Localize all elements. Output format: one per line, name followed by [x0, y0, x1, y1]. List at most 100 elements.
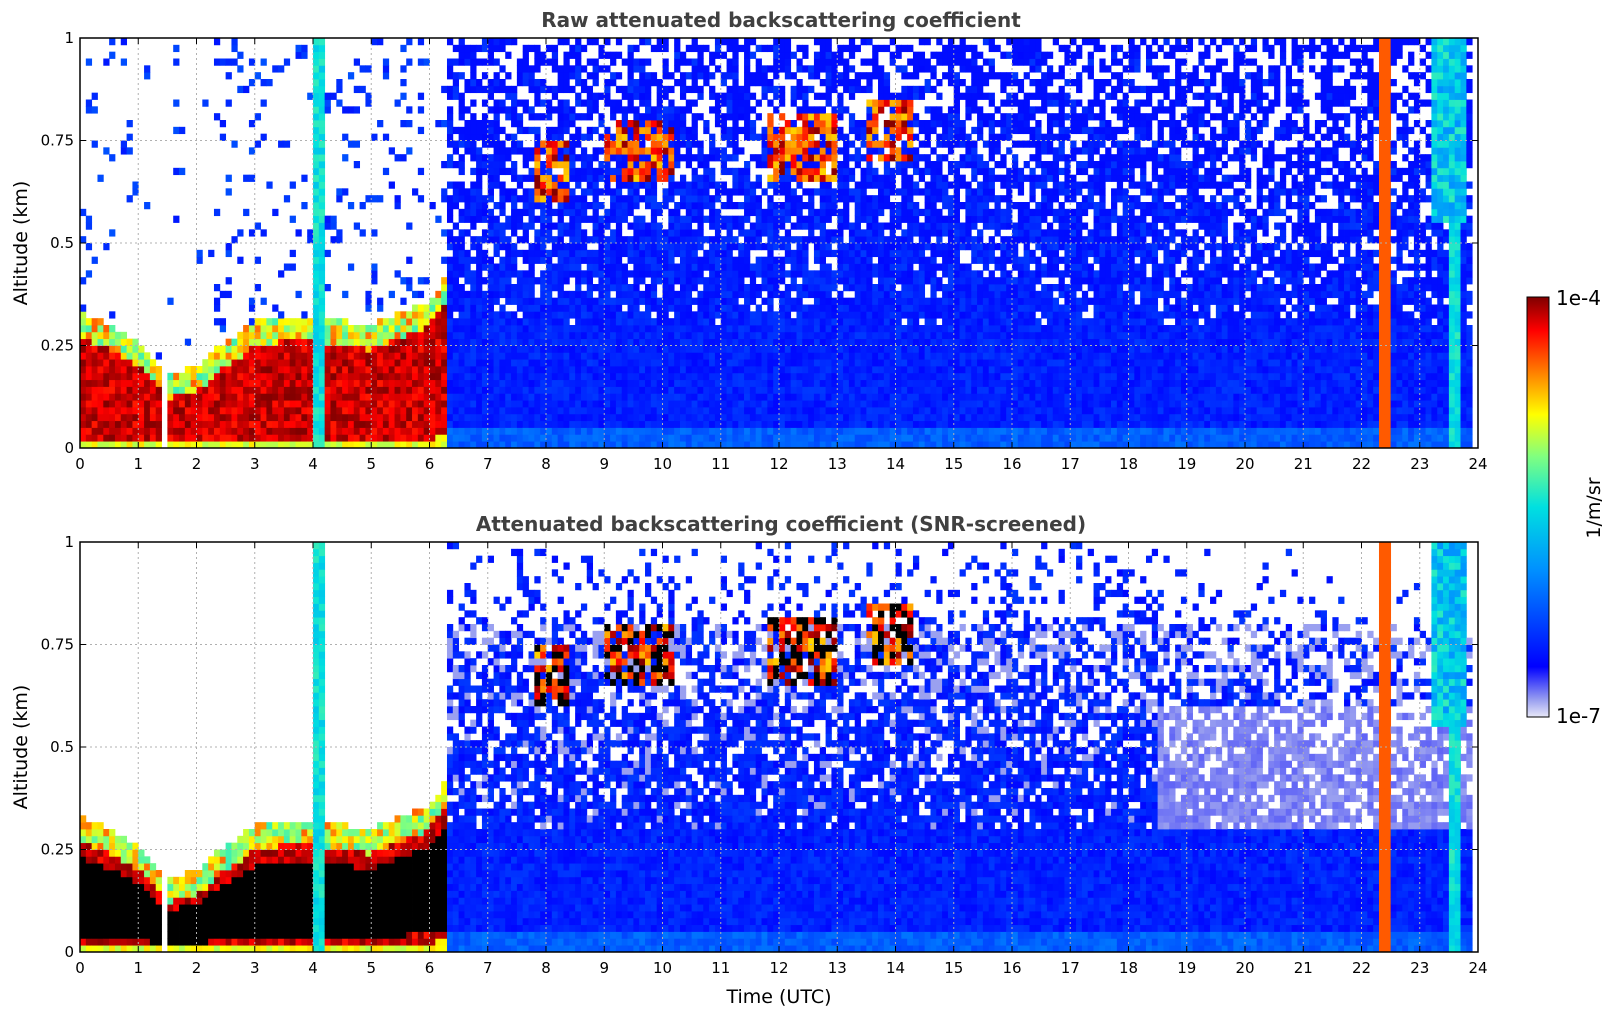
heatmap-cell: [499, 420, 506, 428]
heatmap-cell: [755, 256, 762, 264]
heatmap-cell: [645, 386, 652, 394]
heatmap-cell: [790, 393, 797, 401]
heatmap-cell: [534, 338, 541, 346]
heatmap-cell: [394, 154, 401, 162]
heatmap-cell: [499, 413, 506, 422]
heatmap-cell: [441, 188, 448, 196]
heatmap-cell: [749, 188, 757, 196]
heatmap-cell: [470, 284, 477, 292]
heatmap-cell: [738, 85, 745, 94]
heatmap-cell: [848, 65, 856, 73]
heatmap-cell: [557, 140, 564, 148]
heatmap-cell: [394, 195, 401, 203]
heatmap-cell: [540, 113, 547, 121]
heatmap-cell: [179, 400, 186, 408]
heatmap-cell: [412, 352, 419, 360]
heatmap-cell: [330, 379, 337, 387]
heatmap-cell: [650, 345, 658, 353]
heatmap-cell: [417, 434, 425, 442]
heatmap-cell: [301, 44, 308, 53]
heatmap-cell: [674, 386, 681, 394]
heatmap-cell: [493, 427, 500, 435]
heatmap-cell: [668, 407, 675, 415]
heatmap-cell: [848, 174, 856, 182]
heatmap-cell: [831, 161, 838, 169]
heatmap-cell: [213, 345, 221, 353]
heatmap-cell: [103, 147, 110, 155]
heatmap-cell: [755, 202, 762, 210]
heatmap-cell: [173, 99, 180, 107]
heatmap-cell: [639, 249, 646, 258]
heatmap-cell: [318, 331, 326, 340]
heatmap-cell: [703, 188, 710, 196]
heatmap-cell: [126, 400, 133, 408]
heatmap-cell: [435, 427, 442, 435]
heatmap-cell: [726, 167, 733, 176]
heatmap-cell: [470, 120, 477, 128]
heatmap-cell: [464, 318, 471, 326]
heatmap-cell: [406, 386, 413, 394]
heatmap-cell: [580, 215, 588, 223]
heatmap-cell: [138, 407, 145, 415]
heatmap-cell: [353, 331, 361, 340]
heatmap-cell: [575, 256, 582, 264]
heatmap-cell: [749, 338, 757, 346]
heatmap-cell: [446, 263, 454, 271]
heatmap-cell: [575, 434, 582, 442]
heatmap-cell: [779, 208, 786, 217]
heatmap-cell: [813, 167, 821, 176]
heatmap-cell: [569, 229, 576, 237]
heatmap-cell: [109, 420, 116, 428]
heatmap-cell: [254, 140, 261, 148]
heatmap-cell: [563, 352, 570, 360]
heatmap-cell: [615, 256, 623, 264]
heatmap-cell: [773, 338, 780, 346]
heatmap-cell: [109, 441, 116, 449]
heatmap-cell: [685, 284, 693, 292]
heatmap-cell: [819, 270, 826, 278]
heatmap-cell: [837, 304, 844, 312]
heatmap-cell: [662, 379, 669, 387]
heatmap-cell: [120, 331, 128, 340]
heatmap-cell: [697, 366, 704, 374]
heatmap-cell: [732, 400, 739, 408]
heatmap-cell: [546, 420, 553, 428]
heatmap-cell: [714, 325, 722, 333]
heatmap-cell: [563, 208, 570, 217]
heatmap-cell: [505, 420, 512, 428]
heatmap-cell: [714, 297, 722, 305]
heatmap-cell: [604, 441, 611, 449]
heatmap-cell: [546, 181, 553, 189]
heatmap-cell: [656, 325, 663, 333]
heatmap-cell: [307, 352, 314, 360]
heatmap-cell: [569, 359, 576, 367]
heatmap-cell: [505, 386, 512, 394]
heatmap-cell: [476, 372, 483, 381]
heatmap-cell: [493, 413, 500, 422]
heatmap-cell: [679, 215, 687, 223]
heatmap-cell: [295, 331, 302, 340]
heatmap-cell: [120, 386, 128, 394]
heatmap-cell: [423, 400, 430, 408]
heatmap-cell: [843, 188, 850, 196]
heatmap-cell: [557, 386, 564, 394]
heatmap-cell: [400, 277, 407, 285]
heatmap-cell: [569, 161, 576, 169]
heatmap-cell: [190, 427, 197, 435]
heatmap-cell: [213, 420, 221, 428]
heatmap-cell: [400, 372, 407, 381]
heatmap-cell: [679, 133, 687, 141]
heatmap-cell: [668, 229, 675, 237]
heatmap-cell: [493, 420, 500, 428]
heatmap-cell: [563, 270, 570, 278]
heatmap-cell: [382, 400, 390, 408]
heatmap-cell: [225, 379, 232, 387]
heatmap-cell: [860, 331, 867, 340]
heatmap-cell: [173, 407, 180, 415]
heatmap-cell: [580, 79, 588, 87]
heatmap-cell: [796, 318, 803, 326]
heatmap-cell: [528, 407, 535, 415]
heatmap-cell: [254, 359, 261, 367]
heatmap-cell: [615, 359, 623, 367]
heatmap-cell: [406, 331, 413, 340]
